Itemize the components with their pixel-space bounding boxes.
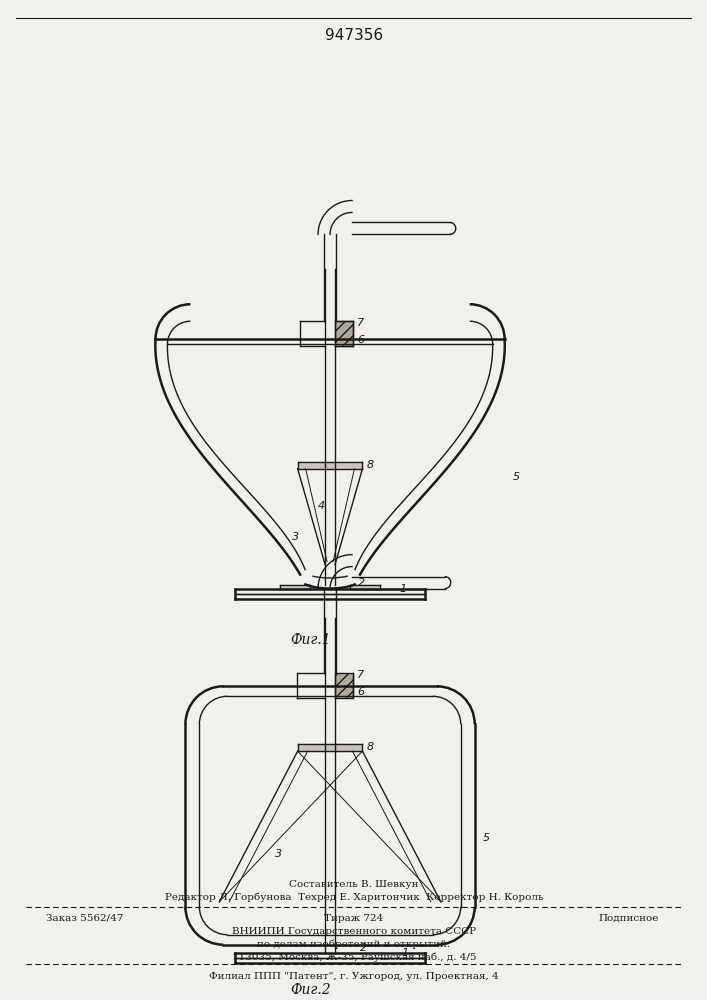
Text: 2: 2 <box>360 943 367 953</box>
Text: 4: 4 <box>318 501 325 511</box>
Text: 7: 7 <box>357 670 364 680</box>
Bar <box>335 321 353 346</box>
Text: 8: 8 <box>366 742 373 752</box>
Text: 6: 6 <box>357 335 364 345</box>
Text: 6: 6 <box>357 687 364 697</box>
Text: по делам изобретений и открытий.: по делам изобретений и открытий. <box>257 939 450 949</box>
Text: 2: 2 <box>358 578 365 588</box>
Text: 7: 7 <box>357 318 364 328</box>
Text: 3: 3 <box>292 532 299 542</box>
Text: Фиг.2: Фиг.2 <box>290 983 330 997</box>
Text: 5: 5 <box>513 472 520 482</box>
Text: 1: 1 <box>400 584 407 594</box>
Text: Филиал ППП "Патент", г. Ужгород, ул. Проектная, 4: Филиал ППП "Патент", г. Ужгород, ул. Про… <box>209 972 499 981</box>
Text: ВНИИПИ Государственного комитета СССР: ВНИИПИ Государственного комитета СССР <box>232 927 476 936</box>
Bar <box>335 673 353 698</box>
Text: Фиг.1: Фиг.1 <box>290 633 330 647</box>
Text: 947356: 947356 <box>325 28 383 43</box>
Text: 113035, Москва, Ж-35, Раушская наб., д. 4/5: 113035, Москва, Ж-35, Раушская наб., д. … <box>232 952 477 962</box>
Text: 3: 3 <box>275 849 282 859</box>
Text: Тираж 724: Тираж 724 <box>325 914 384 923</box>
Text: 1: 1 <box>402 948 409 958</box>
Text: Составитель В. Шевкун: Составитель В. Шевкун <box>289 880 419 889</box>
Text: Заказ 5562/47: Заказ 5562/47 <box>46 914 123 923</box>
Text: Подписное: Подписное <box>599 914 659 923</box>
Text: Редактор Л. Горбунова  Техред Е. Харитончик  Корректор Н. Король: Редактор Л. Горбунова Техред Е. Харитонч… <box>165 893 543 902</box>
Text: 8: 8 <box>366 460 373 470</box>
Text: 5: 5 <box>483 833 490 843</box>
